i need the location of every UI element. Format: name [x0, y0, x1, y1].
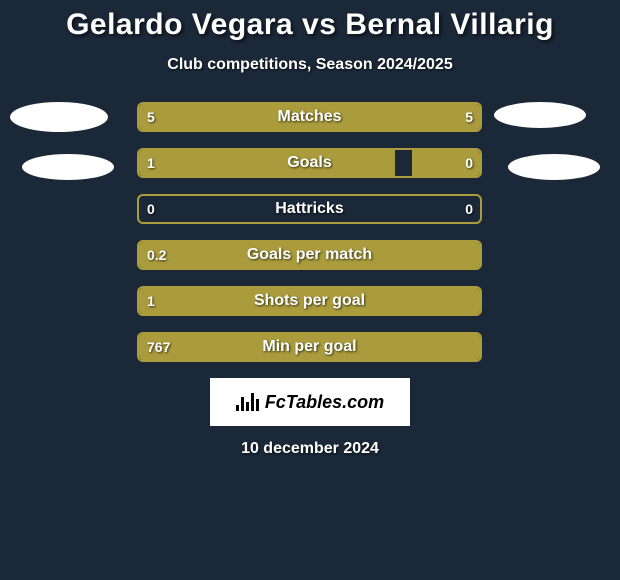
- stat-label: Matches: [137, 102, 482, 132]
- stat-row: 10Goals: [0, 148, 620, 178]
- stat-label: Hattricks: [137, 194, 482, 224]
- stat-label: Goals: [137, 148, 482, 178]
- stat-row: 767Min per goal: [0, 332, 620, 362]
- stat-row: 00Hattricks: [0, 194, 620, 224]
- logo-text: FcTables.com: [265, 392, 384, 413]
- bar-chart-icon: [236, 393, 259, 411]
- stat-row: 0.2Goals per match: [0, 240, 620, 270]
- stat-label: Goals per match: [137, 240, 482, 270]
- stat-row: 1Shots per goal: [0, 286, 620, 316]
- page-title: Gelardo Vegara vs Bernal Villarig: [0, 8, 620, 42]
- stat-label: Shots per goal: [137, 286, 482, 316]
- stats-container: 55Matches 10Goals 00Hattricks 0.2Goals per …: [0, 102, 620, 362]
- logo-box: FcTables.com: [210, 378, 410, 426]
- stat-row: 55Matches: [0, 102, 620, 132]
- stat-label: Min per goal: [137, 332, 482, 362]
- page-subtitle: Club competitions, Season 2024/2025: [0, 56, 620, 74]
- date-line: 10 december 2024: [0, 440, 620, 458]
